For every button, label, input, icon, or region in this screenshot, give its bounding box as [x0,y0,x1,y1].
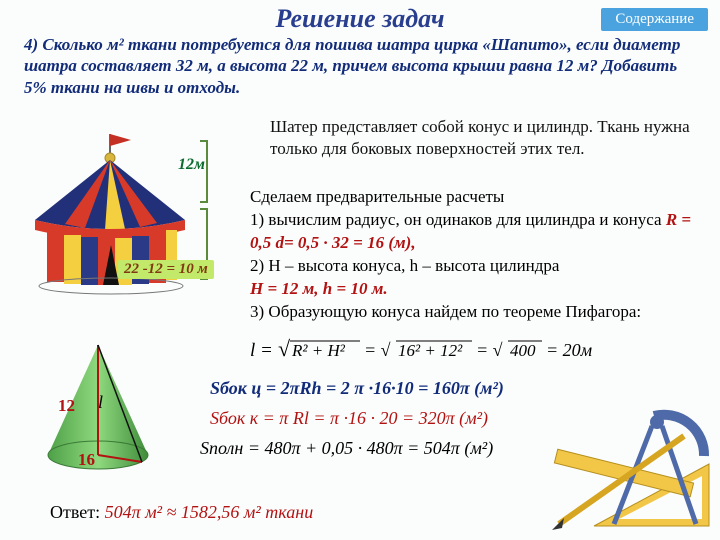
svg-text:√: √ [278,336,291,361]
calc-line1: Сделаем предварительные расчеты [250,187,504,206]
svg-text:= √: = √ [364,340,391,360]
calc-block: Сделаем предварительные расчеты 1) вычис… [250,186,710,324]
intro-text: Шатер представляет собой конус и цилиндр… [270,116,700,160]
answer-label: Ответ: [50,502,100,522]
calc-heights: H = 12 м, h = 10 м. [250,279,388,298]
calc-line4: 3) Образующую конуса найдем по теореме П… [250,302,641,321]
problem-statement: 4) Сколько м² ткани потребуется для поши… [0,34,720,98]
s-lateral-cone: Sбок к = π Rl = π ·16 · 20 = 320π (м²) [210,408,488,429]
contents-button[interactable]: Содержание [601,8,708,31]
pythagoras-formula: l = √ R² + H² = √ 16² + 12² = √ 400 = 20… [250,336,610,372]
geometry-tools-icon [534,406,714,536]
svg-text:R² + H²: R² + H² [291,341,346,360]
svg-text:16² + 12²: 16² + 12² [398,341,463,360]
cone-height-label: 12 [58,396,75,416]
calc-line3: 2) H – высота конуса, h – высота цилиндр… [250,256,559,275]
answer-value: 504π м² ≈ 1582,56 м² ткани [105,502,314,522]
s-total: Sполн = 480π + 0,05 · 480π = 504π (м²) [200,438,493,459]
calc-line2a: 1) вычислим радиус, он одинаков для цили… [250,210,666,229]
cone-slant-label: l [98,392,103,413]
svg-text:= √: = √ [476,340,503,360]
cone-radius-label: 16 [78,450,95,470]
svg-text:l =: l = [250,340,273,361]
s-lateral-cylinder: Sбок ц = 2πRh = 2 π ·16·10 = 160π (м²) [210,378,504,399]
roof-height-label: 12м [178,156,205,174]
svg-text:= 20м: = 20м [546,340,593,360]
s-lateral-cone-text: Sбок к = π Rl = π ·16 · 20 = 320π (м²) [210,408,488,428]
answer-line: Ответ: 504π м² ≈ 1582,56 м² ткани [50,502,313,523]
wall-height-label: 22 -12 = 10 м [118,260,214,279]
svg-text:400: 400 [510,341,536,360]
